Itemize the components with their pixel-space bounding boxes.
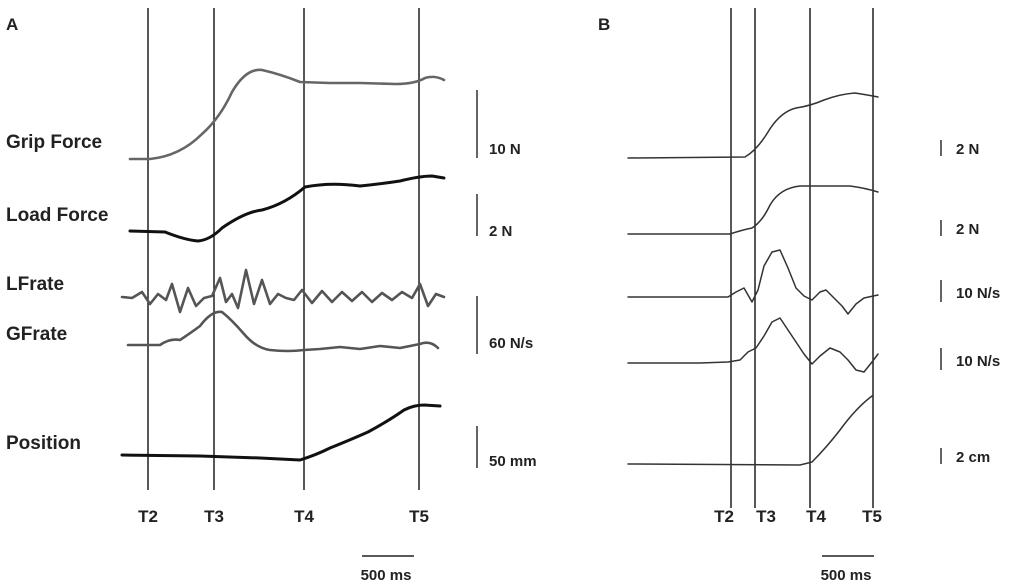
panel-b-scale-5: 2 cm xyxy=(956,449,990,466)
panel-a-trace-gfrate xyxy=(126,310,440,353)
panel-b-marker-t2: T2 xyxy=(714,507,734,526)
panel-b-letter: B xyxy=(598,15,610,34)
panel-a-label-grip-force: Grip Force xyxy=(6,132,102,153)
panel-a-marker-t2: T2 xyxy=(138,507,158,526)
panel-a-trace-load-force xyxy=(128,174,446,243)
panel-a-label-lfrate: LFrate xyxy=(6,274,64,295)
panel-b-scale-4: 10 N/s xyxy=(956,353,1000,370)
panel-b-trace-1 xyxy=(627,92,879,159)
panel-a-scale-grip: 10 N xyxy=(489,141,521,158)
panel-a-label-load-force: Load Force xyxy=(6,205,108,226)
panel-a-timebar-label: 500 ms xyxy=(361,567,412,584)
panel-a-label-gfrate: GFrate xyxy=(6,324,67,345)
panel-b-trace-2 xyxy=(627,185,879,235)
panel-b-scale-3: 10 N/s xyxy=(956,285,1000,302)
panel-a-label-position: Position xyxy=(6,433,81,454)
panel-a-scale-rate: 60 N/s xyxy=(489,335,533,352)
panel-a-marker-t5: T5 xyxy=(409,507,429,526)
panel-a-letter: A xyxy=(6,15,18,34)
panel-a-trace-grip-force xyxy=(128,68,446,161)
panel-b-trace-4 xyxy=(627,317,879,373)
panel-a-scale-load: 2 N xyxy=(489,223,512,240)
panel-b-marker-t3: T3 xyxy=(756,507,776,526)
panel-b-marker-t5: T5 xyxy=(862,507,882,526)
panel-a-trace-lfrate xyxy=(120,268,446,314)
panel-b-trace-5 xyxy=(627,395,873,466)
panel-b-scale-1: 2 N xyxy=(956,141,979,158)
panel-b-timebar-label: 500 ms xyxy=(821,567,872,584)
panel-a-trace-position xyxy=(120,403,442,462)
panel-b-trace-3 xyxy=(627,249,879,315)
panel-a-scale-position: 50 mm xyxy=(489,453,537,470)
panel-b-marker-t4: T4 xyxy=(806,507,826,526)
panel-a-marker-t3: T3 xyxy=(204,507,224,526)
panel-b-scale-2: 2 N xyxy=(956,221,979,238)
panel-a-marker-t4: T4 xyxy=(294,507,314,526)
